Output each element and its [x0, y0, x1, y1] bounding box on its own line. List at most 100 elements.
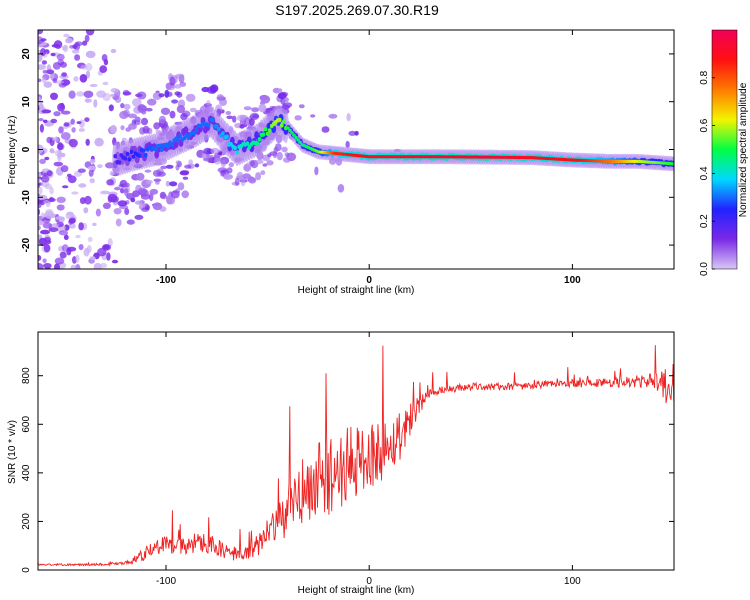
- noise-blob: [262, 163, 268, 167]
- ridge-core: [131, 154, 136, 159]
- noise-blob: [164, 89, 170, 98]
- ridge-core: [141, 148, 146, 153]
- noise-blob: [99, 65, 108, 73]
- x-tick-label: 0: [366, 275, 372, 286]
- noise-blob: [88, 169, 94, 177]
- ridge-core: [194, 127, 199, 132]
- noise-blob: [251, 114, 259, 119]
- noise-blob: [266, 160, 274, 166]
- ridge-core: [296, 138, 300, 142]
- y-tick-label: 200: [21, 513, 32, 530]
- noise-blob: [169, 181, 178, 187]
- noise-blob: [40, 175, 50, 183]
- noise-blob: [85, 50, 96, 59]
- noise-blob: [38, 220, 45, 226]
- noise-blob: [42, 69, 48, 74]
- noise-blob: [44, 210, 55, 220]
- noise-blob: [71, 191, 79, 195]
- noise-blob: [110, 48, 117, 54]
- noise-blob: [38, 96, 41, 102]
- noise-blob: [38, 118, 44, 122]
- noise-blob: [127, 113, 137, 119]
- noise-blob: [71, 49, 80, 54]
- noise-blob: [38, 255, 42, 261]
- noise-blob: [134, 214, 144, 220]
- noise-blob: [95, 208, 101, 217]
- noise-blob: [132, 98, 142, 107]
- noise-blob: [239, 124, 245, 129]
- noise-blob: [223, 173, 234, 180]
- noise-blob: [73, 76, 79, 82]
- noise-blob: [89, 256, 96, 260]
- noise-blob: [89, 83, 98, 88]
- noise-blob: [63, 122, 70, 127]
- noise-blob: [314, 166, 319, 176]
- spectrogram-ylabel: Frequency (Hz): [7, 116, 18, 185]
- x-tick-label: 0: [366, 576, 372, 587]
- noise-blob: [75, 254, 80, 263]
- snr-panel: -100 0 100 0 200 400 600 800 Height of straight…: [7, 331, 675, 596]
- noise-blob: [203, 157, 213, 162]
- noise-blob: [105, 162, 115, 169]
- snr-ticks: -100 0 100 0 200 400 600 800: [21, 332, 674, 587]
- y-tick-label: 10: [21, 96, 32, 108]
- noise-blob: [85, 62, 93, 72]
- noise-blob: [50, 150, 56, 154]
- noise-blob: [137, 104, 146, 113]
- noise-blob: [278, 88, 283, 93]
- noise-blob: [121, 137, 127, 142]
- noise-blob: [80, 64, 87, 70]
- noise-blob: [124, 208, 130, 215]
- noise-blob: [46, 170, 53, 177]
- noise-blob: [38, 30, 43, 35]
- noise-blob: [209, 85, 217, 94]
- noise-blob: [180, 113, 188, 121]
- noise-blob: [82, 40, 88, 46]
- noise-blob: [149, 188, 159, 195]
- noise-blob: [84, 117, 90, 122]
- noise-blob: [41, 60, 48, 65]
- noise-blob: [43, 119, 48, 124]
- noise-blob: [102, 81, 109, 86]
- noise-blob: [69, 45, 75, 49]
- noise-blob: [220, 159, 226, 168]
- noise-blob: [46, 136, 52, 144]
- ridge-core: [245, 141, 250, 146]
- y-tick-label: -10: [21, 190, 32, 205]
- noise-blob: [120, 125, 125, 131]
- noise-blob: [144, 204, 151, 210]
- noise-blob: [48, 227, 59, 233]
- x-tick-label: -100: [156, 275, 176, 286]
- noise-blob: [158, 115, 166, 124]
- noise-blob: [145, 179, 153, 184]
- noise-blob: [38, 172, 42, 178]
- noise-blob: [100, 190, 110, 195]
- noise-blob: [85, 138, 90, 146]
- noise-blob: [185, 93, 196, 102]
- noise-blob: [165, 164, 174, 169]
- noise-blob: [96, 90, 106, 98]
- noise-blob: [55, 80, 64, 84]
- colorbar-tick-label: 0.6: [699, 118, 710, 132]
- noise-blob: [113, 208, 122, 215]
- noise-blob: [38, 201, 42, 209]
- ridge-band: [154, 150, 160, 159]
- noise-blob: [83, 207, 89, 214]
- noise-blob: [39, 158, 46, 164]
- noise-blob: [298, 104, 305, 109]
- noise-blob: [213, 157, 222, 165]
- colorbar-tick-label: 0.4: [699, 166, 710, 180]
- spectrogram-heatmap: [38, 30, 674, 269]
- noise-blob: [53, 111, 61, 117]
- noise-blob: [232, 115, 237, 123]
- y-tick-label: 600: [21, 416, 32, 433]
- noise-blob: [44, 156, 50, 161]
- ridge-core: [127, 157, 132, 162]
- noise-blob: [153, 122, 161, 130]
- noise-blob: [59, 251, 67, 259]
- noise-blob: [94, 137, 104, 147]
- ridge-core: [257, 137, 262, 142]
- noise-blob: [280, 91, 289, 97]
- noise-blob: [130, 197, 136, 203]
